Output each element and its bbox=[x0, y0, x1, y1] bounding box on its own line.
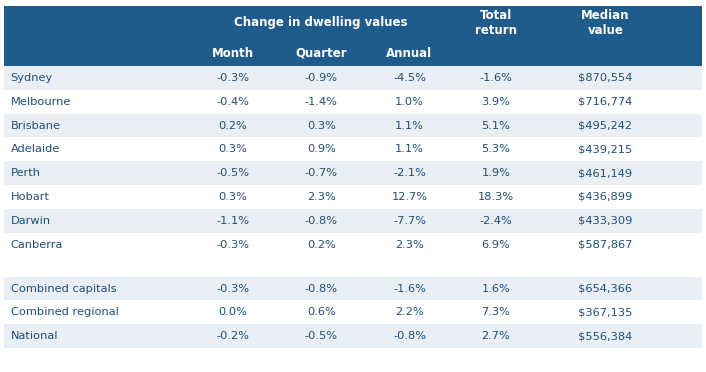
Text: 0.9%: 0.9% bbox=[307, 144, 335, 154]
Bar bbox=[4, 161, 702, 185]
Text: -1.1%: -1.1% bbox=[217, 216, 249, 226]
Text: Sydney: Sydney bbox=[11, 73, 53, 83]
Text: -0.3%: -0.3% bbox=[217, 73, 249, 83]
Text: 0.6%: 0.6% bbox=[307, 307, 335, 317]
Text: $556,384: $556,384 bbox=[578, 331, 633, 341]
Text: 18.3%: 18.3% bbox=[478, 192, 514, 202]
Text: 6.9%: 6.9% bbox=[481, 240, 510, 250]
Text: 7.3%: 7.3% bbox=[481, 307, 510, 317]
Bar bbox=[4, 301, 702, 324]
Text: Total
return: Total return bbox=[475, 9, 517, 37]
Text: -0.3%: -0.3% bbox=[217, 240, 249, 250]
Text: Combined regional: Combined regional bbox=[11, 307, 119, 317]
Text: -4.5%: -4.5% bbox=[393, 73, 426, 83]
Text: -7.7%: -7.7% bbox=[393, 216, 426, 226]
Text: -0.5%: -0.5% bbox=[305, 331, 337, 341]
Bar bbox=[4, 90, 702, 114]
Text: 2.7%: 2.7% bbox=[481, 331, 510, 341]
Text: 12.7%: 12.7% bbox=[392, 192, 427, 202]
Text: Annual: Annual bbox=[386, 47, 433, 60]
Text: $461,149: $461,149 bbox=[578, 168, 633, 178]
Text: 0.0%: 0.0% bbox=[219, 307, 247, 317]
Text: Quarter: Quarter bbox=[295, 47, 347, 60]
Text: $870,554: $870,554 bbox=[578, 73, 633, 83]
Text: $436,899: $436,899 bbox=[578, 192, 633, 202]
Text: 5.1%: 5.1% bbox=[481, 121, 510, 131]
Bar bbox=[4, 233, 702, 257]
Text: $367,135: $367,135 bbox=[578, 307, 633, 317]
Text: $716,774: $716,774 bbox=[578, 97, 633, 107]
Text: Darwin: Darwin bbox=[11, 216, 51, 226]
Text: -1.4%: -1.4% bbox=[305, 97, 337, 107]
Text: 1.1%: 1.1% bbox=[395, 144, 424, 154]
Text: Month: Month bbox=[212, 47, 254, 60]
Text: -0.9%: -0.9% bbox=[305, 73, 337, 83]
Text: $439,215: $439,215 bbox=[578, 144, 633, 154]
Text: -2.4%: -2.4% bbox=[479, 216, 513, 226]
Bar bbox=[4, 185, 702, 209]
Text: 2.3%: 2.3% bbox=[395, 240, 424, 250]
Text: -0.8%: -0.8% bbox=[305, 283, 337, 294]
Text: Combined capitals: Combined capitals bbox=[11, 283, 116, 294]
Text: 1.1%: 1.1% bbox=[395, 121, 424, 131]
Bar bbox=[4, 41, 702, 66]
Text: Brisbane: Brisbane bbox=[11, 121, 61, 131]
Text: 0.3%: 0.3% bbox=[219, 144, 247, 154]
Text: -0.2%: -0.2% bbox=[217, 331, 249, 341]
Text: 5.3%: 5.3% bbox=[481, 144, 510, 154]
Text: Hobart: Hobart bbox=[11, 192, 49, 202]
Text: Perth: Perth bbox=[11, 168, 40, 178]
Bar bbox=[4, 257, 702, 277]
Bar bbox=[4, 6, 702, 41]
Text: -0.3%: -0.3% bbox=[217, 283, 249, 294]
Text: 0.3%: 0.3% bbox=[219, 192, 247, 202]
Text: Median
value: Median value bbox=[581, 9, 630, 37]
Text: $433,309: $433,309 bbox=[578, 216, 633, 226]
Bar bbox=[4, 66, 702, 90]
Text: -0.4%: -0.4% bbox=[217, 97, 249, 107]
Text: 0.3%: 0.3% bbox=[307, 121, 335, 131]
Text: Melbourne: Melbourne bbox=[11, 97, 71, 107]
Text: 1.6%: 1.6% bbox=[481, 283, 510, 294]
Bar bbox=[4, 114, 702, 138]
Bar bbox=[4, 277, 702, 301]
Text: -0.5%: -0.5% bbox=[217, 168, 249, 178]
Bar bbox=[4, 138, 702, 161]
Text: 3.9%: 3.9% bbox=[481, 97, 510, 107]
Text: -0.8%: -0.8% bbox=[393, 331, 426, 341]
Text: Adelaide: Adelaide bbox=[11, 144, 60, 154]
Text: 0.2%: 0.2% bbox=[219, 121, 247, 131]
Text: -1.6%: -1.6% bbox=[393, 283, 426, 294]
Text: 0.2%: 0.2% bbox=[307, 240, 335, 250]
Text: $587,867: $587,867 bbox=[578, 240, 633, 250]
Text: $495,242: $495,242 bbox=[578, 121, 633, 131]
Bar bbox=[4, 209, 702, 233]
Text: 1.0%: 1.0% bbox=[395, 97, 424, 107]
Text: -2.1%: -2.1% bbox=[393, 168, 426, 178]
Text: 2.3%: 2.3% bbox=[307, 192, 335, 202]
Text: -0.8%: -0.8% bbox=[305, 216, 337, 226]
Text: Canberra: Canberra bbox=[11, 240, 63, 250]
Text: 2.2%: 2.2% bbox=[395, 307, 424, 317]
Bar bbox=[4, 324, 702, 348]
Text: -1.6%: -1.6% bbox=[479, 73, 513, 83]
Text: -0.7%: -0.7% bbox=[305, 168, 337, 178]
Text: Change in dwelling values: Change in dwelling values bbox=[234, 16, 408, 29]
Text: $654,366: $654,366 bbox=[578, 283, 633, 294]
Text: National: National bbox=[11, 331, 58, 341]
Text: 1.9%: 1.9% bbox=[481, 168, 510, 178]
